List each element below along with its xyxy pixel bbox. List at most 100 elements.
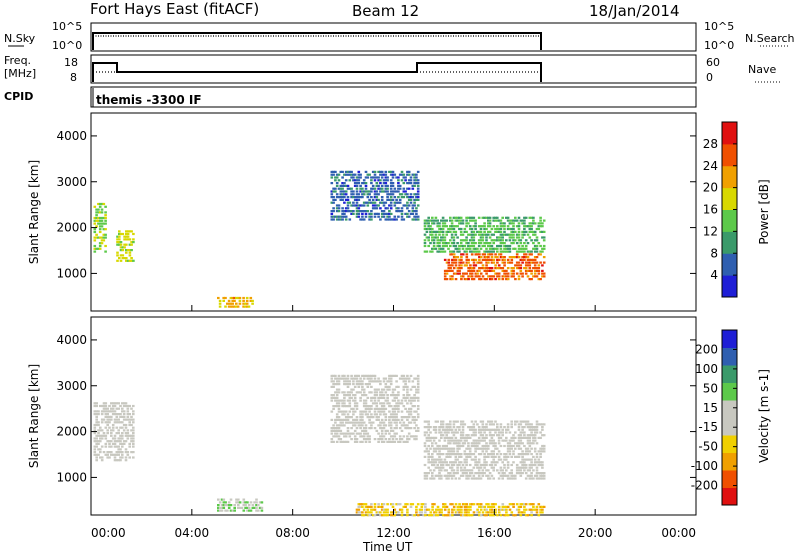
velocity-cbar-segment xyxy=(722,330,737,348)
power-cbar-segment xyxy=(722,253,737,276)
power-panel: 4000 3000 2000 1000 Slant Range [km] xyxy=(27,112,697,312)
power-cbar-segment xyxy=(722,122,737,145)
nsky-tick-high: 10^5 xyxy=(52,20,82,33)
velocity-ytick-label: 3000 xyxy=(56,379,87,393)
power-ytick-label: 2000 xyxy=(56,221,87,235)
velocity-panel: 4000 3000 2000 1000 00:00 04:00 08:00 12:00 16:… xyxy=(27,305,697,554)
power-ytick-3: 1000 xyxy=(56,266,696,280)
nsearch-label: N.Search xyxy=(745,32,795,45)
velocity-cbar-segment xyxy=(722,347,737,366)
velocity-cbar-tick: 200 xyxy=(695,342,718,356)
velocity-region-2 xyxy=(330,374,420,443)
xtick-label: 00:00 xyxy=(661,526,696,540)
power-ytick-label: 3000 xyxy=(56,175,87,189)
freq-label-1: Freq. xyxy=(4,54,31,67)
power-cbar-segment xyxy=(722,231,737,254)
freq-tick-low: 8 xyxy=(70,71,77,84)
power-cbar-tick: 20 xyxy=(703,181,718,195)
velocity-cbar-segment xyxy=(722,452,737,471)
freq-panel: Freq. [MHz] 18 8 60 0 Nave xyxy=(4,54,782,84)
velocity-cbar-segment xyxy=(722,382,737,401)
power-ytick-0: 4000 xyxy=(56,129,696,143)
freq-tick-high: 18 xyxy=(64,56,78,69)
velocity-ytick-1: 3000 xyxy=(56,379,696,393)
power-region-2 xyxy=(217,296,254,308)
power-region-0 xyxy=(93,202,107,253)
xtick-label: 12:00 xyxy=(376,526,411,540)
freq-label-2: [MHz] xyxy=(4,67,36,80)
power-cbar-tick: 24 xyxy=(703,159,718,173)
velocity-cbar-segment xyxy=(722,417,737,436)
xtick-label: 16:00 xyxy=(477,526,512,540)
beam-title: Beam 12 xyxy=(352,2,419,20)
nsearch-tick-high: 10^5 xyxy=(704,20,734,33)
power-cbar-tick: 8 xyxy=(710,246,718,260)
velocity-colorbar: 200 100 50 15 -15 -50 -100 -200 xyxy=(691,329,738,506)
power-cbar-segment xyxy=(722,187,737,210)
velocity-region-4 xyxy=(355,503,546,517)
power-colorbar: 28 24 20 16 12 8 4 xyxy=(703,121,738,298)
velocity-cbar-tick: 15 xyxy=(703,401,718,415)
power-ytick-label: 1000 xyxy=(56,266,87,280)
power-ytick-label: 4000 xyxy=(56,129,87,143)
velocity-ytick-label: 4000 xyxy=(56,333,87,347)
power-region-4 xyxy=(423,216,546,253)
nave-tick-high: 60 xyxy=(706,56,720,69)
velocity-cbar-segment xyxy=(722,365,737,383)
power-cbar-segment xyxy=(722,209,737,232)
cpid-value: themis -3300 IF xyxy=(96,93,202,107)
xtick-1: 04:00 xyxy=(175,305,210,540)
power-cbar-tick: 16 xyxy=(703,203,718,217)
velocity-ytick-label: 2000 xyxy=(56,425,87,439)
xtick-label: 20:00 xyxy=(578,526,613,540)
power-ytick-2: 2000 xyxy=(56,221,696,235)
cpid-label: CPID xyxy=(4,90,33,103)
xtick-label: 04:00 xyxy=(175,526,210,540)
velocity-cbar-tick: -15 xyxy=(698,420,718,434)
power-ylabel: Slant Range [km] xyxy=(27,160,41,264)
velocity-ytick-2: 2000 xyxy=(56,425,696,439)
velocity-ytick-label: 1000 xyxy=(56,470,87,484)
nsky-panel: N.Sky 10^5 10^0 10^5 10^0 N.Search xyxy=(4,20,795,52)
velocity-cbar-segment xyxy=(722,435,737,453)
power-cbar-segment xyxy=(722,143,737,167)
cpid-panel: CPID themis -3300 IF xyxy=(4,86,697,108)
power-cbar-tick: 4 xyxy=(710,268,718,282)
power-cbar-segment xyxy=(722,165,737,189)
power-cbar-segment xyxy=(722,275,737,298)
velocity-cbar-tick: 100 xyxy=(695,362,718,376)
velocity-region-0 xyxy=(93,402,135,462)
velocity-ytick-0: 4000 xyxy=(56,333,696,347)
velocity-region-3 xyxy=(423,420,546,480)
velocity-cbar-tick: -50 xyxy=(698,440,718,454)
xtick-4: 16:00 xyxy=(477,305,512,540)
xtick-0: 00:00 xyxy=(90,305,126,540)
date-title: 18/Jan/2014 xyxy=(589,2,680,20)
power-cbar-tick: 28 xyxy=(703,137,718,151)
power-region-3 xyxy=(330,170,420,221)
xtick-label: 00:00 xyxy=(91,526,126,540)
xtick-3: 12:00 xyxy=(376,305,411,540)
velocity-ylabel: Slant Range [km] xyxy=(27,364,41,468)
power-region-5 xyxy=(443,253,546,281)
velocity-region-1 xyxy=(217,498,264,512)
power-plot-area xyxy=(90,112,697,312)
xtick-2: 08:00 xyxy=(275,305,310,540)
nave-label: Nave xyxy=(748,63,776,76)
velocity-cbar-tick: -100 xyxy=(691,459,718,473)
nave-tick-low: 0 xyxy=(706,71,713,84)
velocity-cbar-tick: -200 xyxy=(691,479,718,493)
time-axis-label: Time UT xyxy=(362,540,413,554)
power-ytick-1: 3000 xyxy=(56,175,696,189)
velocity-cbar-tick: 50 xyxy=(703,381,718,395)
xtick-5: 20:00 xyxy=(578,305,613,540)
xtick-6: 00:00 xyxy=(661,305,697,540)
power-cbar-label: Power [dB] xyxy=(757,179,771,244)
nsky-label: N.Sky xyxy=(4,32,36,45)
station-title: Fort Hays East (fitACF) xyxy=(90,0,259,18)
velocity-cbar-segment xyxy=(722,400,737,418)
power-region-1 xyxy=(116,230,135,262)
nsearch-tick-low: 10^0 xyxy=(704,39,734,52)
velocity-cbar-label: Velocity [m s-1] xyxy=(757,369,771,463)
